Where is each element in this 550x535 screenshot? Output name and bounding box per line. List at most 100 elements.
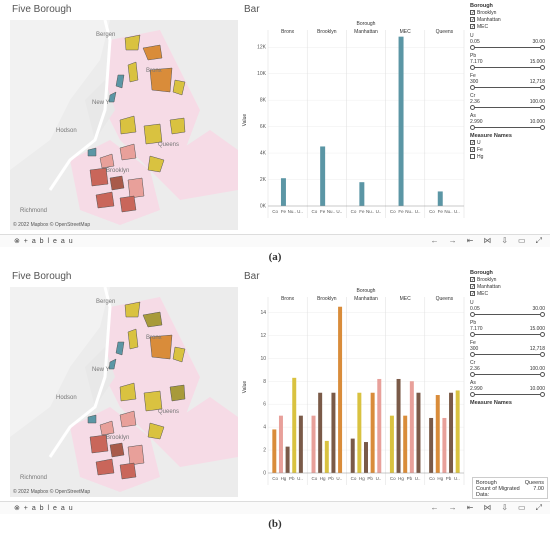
tooltip-label: Count of Migrated Data:	[476, 486, 520, 498]
slider-handle[interactable]	[540, 372, 545, 377]
comment-icon[interactable]: ▭	[518, 503, 526, 512]
bar[interactable]	[377, 378, 382, 473]
bar[interactable]	[272, 429, 277, 473]
slider-handle[interactable]	[540, 45, 545, 50]
redo-icon[interactable]: →	[448, 503, 457, 512]
measure-filter-item[interactable]: ✓ U	[470, 139, 481, 146]
bar[interactable]	[455, 390, 460, 473]
slider-handle[interactable]	[540, 332, 545, 337]
range-slider[interactable]	[470, 65, 545, 70]
bar[interactable]	[449, 392, 454, 473]
slider-handle[interactable]	[540, 125, 545, 130]
redo-icon[interactable]: →	[448, 236, 457, 245]
bar[interactable]	[435, 395, 440, 473]
bar[interactable]	[403, 415, 408, 473]
bar[interactable]	[398, 36, 404, 207]
bar[interactable]	[320, 146, 326, 206]
range-slider[interactable]	[470, 312, 545, 317]
bar[interactable]	[409, 381, 414, 473]
range-slider[interactable]	[470, 105, 545, 110]
checkbox-icon[interactable]: ✓	[470, 277, 476, 283]
checkbox-icon[interactable]: ✓	[470, 140, 476, 146]
slider-handle[interactable]	[470, 105, 475, 110]
bar[interactable]	[389, 415, 394, 473]
share-icon[interactable]: ⋈	[483, 503, 492, 512]
bar[interactable]	[364, 442, 368, 473]
slider-handle[interactable]	[470, 45, 475, 50]
bar[interactable]	[359, 182, 365, 206]
range-slider[interactable]	[470, 352, 545, 357]
slider-handle[interactable]	[540, 85, 545, 90]
borough-map[interactable]: Bergen Bronx New Y Hodson Queens Brookly…	[10, 20, 238, 230]
bar[interactable]	[370, 392, 375, 473]
measure-filter-item[interactable]: Hg	[470, 153, 548, 160]
checkbox-icon[interactable]: ✓	[470, 10, 476, 16]
slider-handle[interactable]	[540, 105, 545, 110]
bar[interactable]	[442, 417, 447, 473]
range-slider[interactable]	[470, 392, 545, 397]
bar[interactable]	[278, 415, 283, 473]
bar[interactable]	[416, 392, 421, 473]
hover-tooltip: Borough Queens Count of Migrated Data: 7.0…	[472, 477, 548, 499]
slider-handle[interactable]	[470, 125, 475, 130]
comment-icon[interactable]: ▭	[518, 236, 526, 245]
range-slider[interactable]	[470, 45, 545, 50]
slider-handle[interactable]	[540, 352, 545, 357]
bar[interactable]	[285, 446, 290, 473]
slider-handle[interactable]	[540, 312, 545, 317]
borough-filter-item[interactable]: ✓ Brooklyn	[470, 276, 497, 283]
borough-filter-item[interactable]: ✓ Brooklyn	[470, 9, 497, 16]
checkbox-icon[interactable]: ✓	[470, 147, 476, 153]
bar[interactable]	[280, 178, 286, 206]
borough-filter-item[interactable]: ✓ MEC	[470, 290, 489, 297]
borough-map[interactable]: Bergen Bronx New Y Hodson Queens Brookly…	[10, 287, 238, 497]
range-slider[interactable]	[470, 125, 545, 130]
bar-chart-a[interactable]: Borough Value 0K 2K 4K 6K 8K 10K 12K Bronx Co Fe Nu.…	[240, 18, 466, 230]
borough-filter-item[interactable]: ✓ Manhattan	[470, 16, 501, 23]
slider-handle[interactable]	[470, 312, 475, 317]
slider-handle[interactable]	[470, 85, 475, 90]
revert-icon[interactable]: ⇤	[466, 236, 474, 245]
bar[interactable]	[437, 191, 443, 206]
x-tick-label: Fe	[359, 209, 365, 214]
bar[interactable]	[350, 438, 355, 473]
download-icon[interactable]: ⇩	[501, 236, 509, 245]
bar[interactable]	[357, 392, 362, 473]
checkbox-icon[interactable]: ✓	[470, 24, 476, 30]
checkbox-icon[interactable]	[470, 154, 475, 159]
bar[interactable]	[429, 417, 434, 473]
checkbox-icon[interactable]: ✓	[470, 291, 476, 297]
bar[interactable]	[311, 415, 316, 473]
slider-handle[interactable]	[540, 65, 545, 70]
bar[interactable]	[338, 306, 343, 473]
bar[interactable]	[292, 377, 297, 473]
bar[interactable]	[324, 440, 329, 473]
undo-icon[interactable]: ←	[430, 503, 439, 512]
bar[interactable]	[396, 378, 401, 473]
bar-chart-b[interactable]: Borough Value 0 2 4 6 8 10 12 14 Bronx Co Hg Pb U.. Bro…	[240, 285, 466, 497]
download-icon[interactable]: ⇩	[501, 503, 509, 512]
checkbox-icon[interactable]: ✓	[470, 284, 476, 290]
fullscreen-icon[interactable]: ⤢	[535, 503, 542, 512]
slider-handle[interactable]	[540, 392, 545, 397]
range-slider[interactable]	[470, 332, 545, 337]
revert-icon[interactable]: ⇤	[466, 503, 474, 512]
bar[interactable]	[331, 392, 336, 473]
slider-handle[interactable]	[470, 65, 475, 70]
share-icon[interactable]: ⋈	[483, 236, 492, 245]
bar[interactable]	[298, 415, 303, 473]
borough-filter-item[interactable]: ✓ MEC	[470, 23, 489, 30]
fullscreen-icon[interactable]: ⤢	[535, 236, 542, 245]
group-label: Brooklyn	[317, 29, 337, 35]
slider-handle[interactable]	[470, 372, 475, 377]
range-slider[interactable]	[470, 85, 545, 90]
slider-handle[interactable]	[470, 332, 475, 337]
slider-handle[interactable]	[470, 392, 475, 397]
range-slider[interactable]	[470, 372, 545, 377]
measure-filter-item[interactable]: ✓ Fe	[470, 146, 483, 153]
slider-handle[interactable]	[470, 352, 475, 357]
borough-filter-item[interactable]: ✓ Manhattan	[470, 283, 501, 290]
bar[interactable]	[318, 392, 323, 473]
checkbox-icon[interactable]: ✓	[470, 17, 476, 23]
undo-icon[interactable]: ←	[430, 236, 439, 245]
